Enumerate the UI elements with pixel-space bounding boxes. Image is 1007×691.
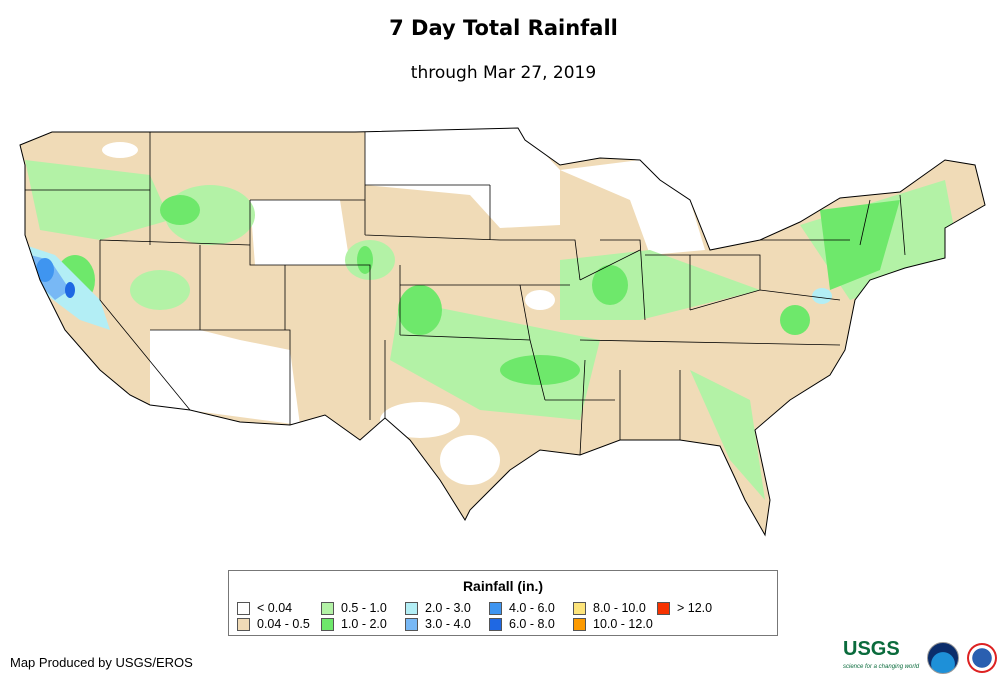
map-subtitle: through Mar 27, 2019	[410, 63, 597, 83]
legend: Rainfall (in.) < 0.04 0.04 - 0.5 0.5 - 1…	[228, 570, 778, 636]
legend-swatch	[237, 601, 250, 615]
legend-item: 0.5 - 1.0	[321, 601, 387, 615]
usgs-tagline: science for a changing world	[843, 664, 920, 670]
legend-item: 0.04 - 0.5	[237, 617, 310, 631]
us-rainfall-map	[19, 127, 986, 536]
legend-label: 10.0 - 12.0	[593, 617, 653, 631]
legend-label: 2.0 - 3.0	[425, 601, 471, 615]
legend-item: 4.0 - 6.0	[489, 601, 555, 615]
legend-label: 0.04 - 0.5	[257, 617, 310, 631]
legend-title: Rainfall (in.)	[462, 578, 544, 594]
rainfall-areas-under-0.04	[102, 128, 705, 485]
legend-swatch	[489, 601, 502, 615]
nws-logo	[967, 643, 998, 673]
map-credit: Map Produced by USGS/EROS	[10, 655, 193, 670]
legend-swatch	[405, 617, 418, 631]
legend-swatch	[237, 617, 250, 631]
usgs-logo: USGS science for a changing world	[843, 638, 920, 676]
legend-item: 10.0 - 12.0	[573, 617, 653, 631]
legend-item: 1.0 - 2.0	[321, 617, 387, 631]
usgs-logo-text: USGS	[843, 638, 900, 660]
legend-swatch	[321, 601, 334, 615]
map-title: 7 Day Total Rainfall	[389, 16, 618, 40]
legend-item: 8.0 - 10.0	[573, 601, 646, 615]
legend-swatch	[321, 617, 334, 631]
noaa-logo	[927, 642, 960, 674]
legend-swatch	[405, 601, 418, 615]
legend-label: 3.0 - 4.0	[425, 617, 471, 631]
legend-label: > 12.0	[677, 601, 713, 615]
rainfall-areas-california-high	[25, 245, 832, 330]
legend-label: < 0.04	[257, 601, 293, 615]
legend-item: > 12.0	[657, 601, 712, 615]
legend-label: 4.0 - 6.0	[509, 601, 555, 615]
legend-label: 8.0 - 10.0	[593, 601, 646, 615]
legend-swatch	[657, 601, 670, 615]
legend-item: 3.0 - 4.0	[405, 617, 471, 631]
legend-swatch	[573, 601, 586, 615]
state-boundaries	[25, 132, 906, 456]
legend-label: 0.5 - 1.0	[341, 601, 387, 615]
legend-swatch	[489, 617, 502, 631]
agency-logos: USGS science for a changing world	[843, 638, 998, 676]
legend-item: 6.0 - 8.0	[489, 617, 555, 631]
legend-swatch	[573, 617, 586, 631]
legend-label: 6.0 - 8.0	[509, 617, 555, 631]
legend-label: 1.0 - 2.0	[341, 617, 387, 631]
legend-item: < 0.04	[237, 601, 292, 615]
legend-item: 2.0 - 3.0	[405, 601, 471, 615]
